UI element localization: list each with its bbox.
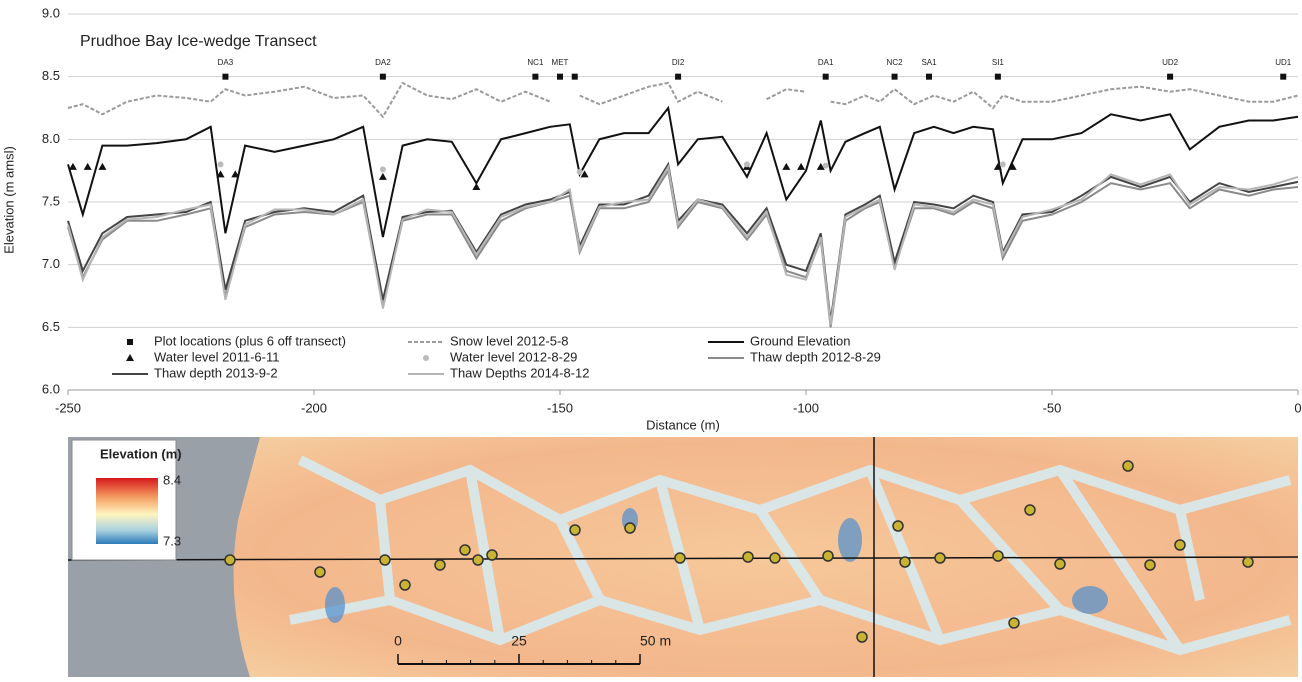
plot-label: UD2 [1162, 58, 1179, 67]
chart-title: Prudhoe Bay Ice-wedge Transect [80, 33, 317, 50]
y-tick-label: 7.5 [42, 193, 60, 208]
marker [222, 74, 228, 80]
marker [823, 163, 829, 169]
legend-label: Plot locations (plus 6 off transect) [154, 333, 346, 348]
scale-label: 50 m [640, 633, 671, 649]
marker [472, 183, 480, 190]
x-axis-label: Distance (m) [646, 417, 720, 432]
marker [532, 74, 538, 80]
marker [1167, 74, 1173, 80]
elevation-map: Elevation (m) 8.4 7.3 [68, 437, 1298, 677]
y-tick-label: 6.5 [42, 319, 60, 334]
marker [782, 163, 790, 170]
plot-label: MET [552, 58, 569, 67]
marker [127, 339, 133, 345]
page: {"chart_data": { "type": "line", "title"… [0, 0, 1302, 677]
series-line [68, 164, 1298, 321]
x-tick-label: 0 [1294, 400, 1301, 415]
x-tick-label: -150 [547, 400, 573, 415]
scale-label: 0 [394, 633, 402, 649]
legend-label: Ground Elevation [750, 333, 850, 348]
y-tick-label: 6.0 [42, 381, 60, 396]
x-tick-label: -50 [1043, 400, 1062, 415]
y-tick-label: 9.0 [42, 5, 60, 20]
map-legend-max: 8.4 [163, 472, 181, 487]
map-legend-min: 7.3 [163, 533, 181, 548]
legend-label: Thaw Depths 2014-8-12 [450, 365, 589, 380]
plot-label: NC2 [887, 58, 904, 67]
map-legend-title: Elevation (m) [100, 446, 182, 461]
marker [744, 161, 750, 167]
marker [892, 74, 898, 80]
plot-label: DA1 [818, 58, 834, 67]
marker [98, 163, 106, 170]
x-tick-label: -200 [301, 400, 327, 415]
marker [797, 163, 805, 170]
marker [557, 74, 563, 80]
legend-label: Water level 2011-6-11 [154, 349, 280, 364]
marker [926, 74, 932, 80]
series-line [68, 171, 1298, 328]
marker [84, 163, 92, 170]
plot-label: NC1 [527, 58, 544, 67]
marker [380, 166, 386, 172]
marker [995, 74, 1001, 80]
plot-label: DA3 [218, 58, 234, 67]
legend-label: Thaw depth 2013-9-2 [154, 365, 278, 380]
marker [572, 74, 578, 80]
marker [675, 74, 681, 80]
marker [69, 163, 77, 170]
legend-label: Snow level 2012-5-8 [450, 333, 569, 348]
plot-label: DA2 [375, 58, 391, 67]
x-tick-label: -250 [55, 400, 81, 415]
plot-label: DI2 [672, 58, 685, 67]
y-tick-label: 8.5 [42, 68, 60, 83]
y-tick-label: 8.0 [42, 131, 60, 146]
marker [423, 355, 429, 361]
scale-label: 25 [511, 633, 527, 649]
marker [379, 173, 387, 180]
marker [218, 161, 224, 167]
x-tick-label: -100 [793, 400, 819, 415]
series-line [68, 83, 1298, 117]
y-tick-label: 7.0 [42, 256, 60, 271]
marker [823, 74, 829, 80]
legend-label: Thaw depth 2012-8-29 [750, 349, 881, 364]
marker [380, 74, 386, 80]
plot-label: SI1 [992, 58, 1005, 67]
marker [1000, 161, 1006, 167]
map-legend-ramp [96, 478, 158, 544]
legend-label: Water level 2012-8-29 [450, 349, 577, 364]
marker [577, 169, 583, 175]
series-line [68, 167, 1298, 325]
y-axis-label: Elevation (m amsl) [1, 146, 16, 254]
figure: Prudhoe Bay Ice-wedge Transect Distance … [0, 0, 1302, 677]
marker [1280, 74, 1286, 80]
plot-label: SA1 [921, 58, 937, 67]
plot-label: UD1 [1275, 58, 1292, 67]
